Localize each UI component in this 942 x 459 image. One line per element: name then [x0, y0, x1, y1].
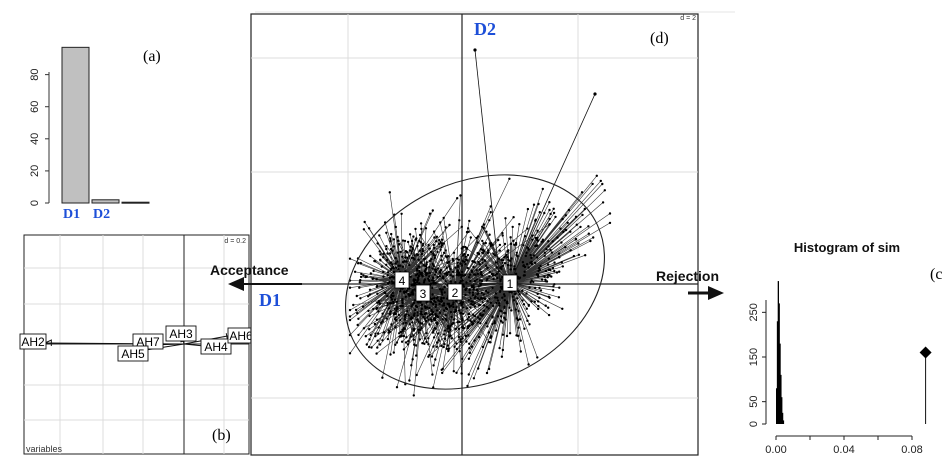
- panel-c: Histogram of sim (c 0 50 150 250 0.00 0.04 0.0…: [748, 240, 942, 456]
- y-tick-label: 0: [29, 200, 41, 206]
- histogram-bin: [778, 303, 780, 424]
- outlier-spike: [509, 93, 596, 284]
- panel-b-corner: d = 0.2: [224, 238, 246, 245]
- y-tick-label: 20: [29, 165, 41, 177]
- panel-d: 43 2 1 d = 2 D2 D1 (d): [250, 13, 699, 456]
- observed-diamond-icon: [919, 346, 932, 359]
- group-label-box: [415, 284, 431, 302]
- histogram-bin: [777, 281, 779, 424]
- panel-d-grid: [251, 14, 698, 455]
- variable-label-box: [117, 345, 149, 362]
- acceptance-label: Acceptance: [210, 262, 289, 278]
- variable-label: AH5: [121, 347, 145, 361]
- variable-label-box: [200, 338, 232, 355]
- panel-d-frame: [250, 13, 699, 456]
- panel-c-axes: 0 50 150 250 0.00 0.04 0.08: [748, 300, 923, 456]
- panel-c-bars: [776, 281, 785, 424]
- rejection-annotation: Rejection: [656, 268, 724, 300]
- arrowhead-icon: [44, 339, 52, 347]
- group-label-box: [394, 271, 410, 289]
- panel-a-bars: [61, 46, 150, 204]
- y-tick-label: 80: [29, 68, 41, 80]
- panel-d-axis-v-label: D2: [474, 19, 496, 39]
- group-label: 4: [399, 274, 406, 288]
- y-tick-label: 60: [29, 101, 41, 113]
- outlier-dot: [473, 48, 477, 52]
- y-tick-label: 0: [748, 421, 760, 427]
- group-label-box: [502, 274, 518, 292]
- eigen-bar: [91, 199, 120, 204]
- acceptance-arrow-icon: [228, 277, 244, 291]
- x-tick-label: 0.04: [833, 444, 854, 456]
- rejection-label: Rejection: [656, 268, 719, 284]
- outlier-dot: [593, 92, 597, 96]
- rejection-arrow-icon: [708, 286, 724, 300]
- variable-label-box: [19, 333, 47, 350]
- y-tick-label: 50: [748, 396, 760, 408]
- panel-c-tag: (c: [930, 266, 942, 283]
- eigen-bar: [121, 201, 150, 204]
- group-label: 2: [452, 286, 459, 300]
- group-label: 1: [507, 277, 514, 291]
- panel-d-group-labels: 43 2 1: [394, 271, 518, 302]
- histogram-bin: [782, 420, 785, 424]
- panel-b-footer: variables: [26, 444, 63, 454]
- y-tick-label: 150: [748, 348, 760, 366]
- outlier-spike: [474, 49, 501, 284]
- y-tick-label: 40: [29, 133, 41, 145]
- y-tick-label: 250: [748, 303, 760, 321]
- panel-a-y-ticks: 0 20 40 60 80: [29, 68, 49, 206]
- panel-c-title: Histogram of sim: [794, 240, 900, 255]
- panel-a-label-d2: D2: [93, 207, 110, 222]
- histogram-bin: [781, 412, 784, 424]
- histogram-bin: [776, 388, 778, 424]
- variable-label: AH4: [204, 340, 228, 354]
- group-label-box: [447, 283, 463, 301]
- panel-c-observed: [919, 346, 932, 424]
- panel-a-label-d1: D1: [63, 207, 80, 222]
- histogram-bin: [780, 374, 782, 424]
- panel-d-corner: d = 2: [680, 15, 696, 22]
- panel-a: 0 20 40 60 80 (a) D1 D2: [29, 46, 161, 222]
- histogram-bin: [781, 397, 783, 424]
- x-tick-label: 0.00: [765, 444, 786, 456]
- variable-label: AH2: [21, 335, 45, 349]
- variable-label-box: [165, 325, 197, 342]
- panel-d-ellipse: [345, 174, 605, 390]
- group-label: 3: [420, 287, 427, 301]
- spike-tips: [348, 174, 612, 397]
- panel-b-grid: [24, 235, 249, 454]
- variable-label: AH3: [169, 327, 193, 341]
- histogram-bin: [776, 321, 779, 424]
- variable-label: AH6: [229, 329, 253, 343]
- x-tick-label: 0.08: [901, 444, 922, 456]
- panel-d-tag: (d): [650, 30, 669, 47]
- variable-label: AH7: [136, 335, 160, 349]
- histogram-bin: [779, 343, 781, 424]
- panel-d-axis-h-label: D1: [259, 290, 281, 310]
- panel-a-tag: (a): [143, 48, 161, 65]
- panel-b-tag: (b): [212, 427, 231, 444]
- acceptance-annotation: Acceptance: [210, 262, 302, 291]
- eigen-bar: [61, 46, 90, 204]
